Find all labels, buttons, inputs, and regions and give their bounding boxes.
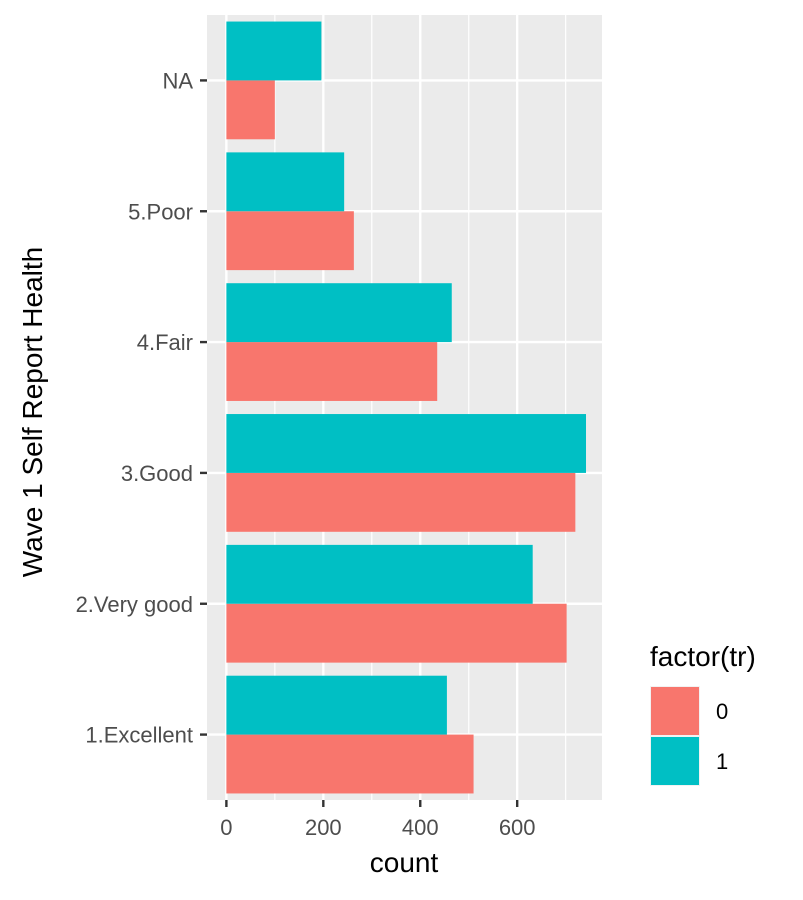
bar-series-1-5.Poor — [226, 152, 345, 212]
legend-label-0: 0 — [716, 699, 728, 724]
x-tick-label: 0 — [220, 815, 232, 840]
legend-title: factor(tr) — [650, 641, 756, 672]
bar-series-1-1.Excellent — [226, 675, 447, 735]
y-tick-label: 2.Very good — [76, 592, 193, 617]
bar-series-1-4.Fair — [226, 283, 452, 343]
bar-series-0-5.Poor — [226, 211, 354, 271]
bar-series-0-2.Very good — [226, 603, 567, 663]
grid-minor — [274, 15, 567, 800]
legend-swatch-0 — [651, 687, 699, 735]
bar-series-0-3.Good — [226, 472, 576, 532]
bars — [226, 21, 587, 794]
x-tick-label: 200 — [305, 815, 342, 840]
bar-series-1-NA — [226, 21, 322, 81]
x-axis-title: count — [370, 847, 439, 878]
y-tick-label: 4.Fair — [137, 330, 193, 355]
y-tick-label: 1.Excellent — [85, 723, 193, 748]
bar-series-0-4.Fair — [226, 342, 438, 401]
legend: factor(tr) 01 — [650, 641, 756, 786]
panel-background — [207, 15, 602, 800]
legend-label-1: 1 — [716, 749, 728, 774]
bar-series-1-3.Good — [226, 414, 587, 473]
x-tick-label: 600 — [499, 815, 536, 840]
x-axis: 0 200 400 600 — [220, 800, 536, 840]
bar-series-0-NA — [226, 80, 275, 140]
y-tick-label: 3.Good — [121, 461, 193, 486]
legend-keys: 01 — [650, 686, 728, 786]
y-tick-label: NA — [162, 68, 193, 93]
y-axis: 1.Excellent 2.Very good 3.Good 4.Fair 5.Poor… — [76, 68, 207, 748]
legend-swatch-1 — [651, 737, 699, 785]
bar-series-0-1.Excellent — [226, 734, 474, 794]
x-tick-label: 400 — [402, 815, 439, 840]
y-axis-title: Wave 1 Self Report Health — [17, 247, 48, 577]
y-tick-label: 5.Poor — [128, 199, 193, 224]
bar-series-1-2.Very good — [226, 544, 533, 604]
